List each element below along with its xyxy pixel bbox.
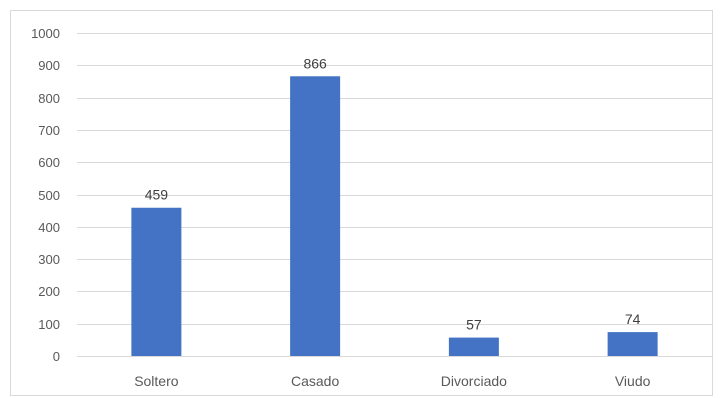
bar-viudo — [607, 332, 658, 356]
x-category-label: Soltero — [134, 373, 179, 389]
bar-casado — [290, 76, 341, 357]
data-label: 459 — [145, 187, 169, 203]
chart-area — [10, 10, 713, 396]
y-tick-label: 900 — [38, 58, 60, 73]
y-tick-label: 400 — [38, 220, 60, 235]
y-axis-tick-labels: 0 100 200 300 400 500 600 700 800 900 1000 — [31, 26, 60, 364]
x-category-label: Divorciado — [441, 373, 507, 389]
bar-divorciado — [448, 337, 499, 356]
y-tick-label: 100 — [38, 317, 60, 332]
x-axis-category-labels: Soltero Casado Divorciado Viudo — [134, 373, 650, 389]
y-tick-label: 600 — [38, 155, 60, 170]
y-tick-label: 800 — [38, 91, 60, 106]
y-tick-label: 0 — [53, 349, 60, 364]
bar-soltero — [131, 207, 182, 356]
data-labels: 459 866 57 74 — [145, 55, 641, 332]
data-label: 74 — [625, 311, 641, 327]
x-category-label: Casado — [291, 373, 339, 389]
x-category-label: Viudo — [615, 373, 651, 389]
y-tick-label: 200 — [38, 284, 60, 299]
data-label: 57 — [466, 317, 482, 333]
data-label: 866 — [303, 55, 327, 71]
y-tick-label: 700 — [38, 123, 60, 138]
y-tick-label: 300 — [38, 252, 60, 267]
y-tick-label: 1000 — [31, 26, 60, 41]
bars — [131, 76, 658, 357]
y-tick-label: 500 — [38, 188, 60, 203]
gridlines — [77, 33, 712, 357]
